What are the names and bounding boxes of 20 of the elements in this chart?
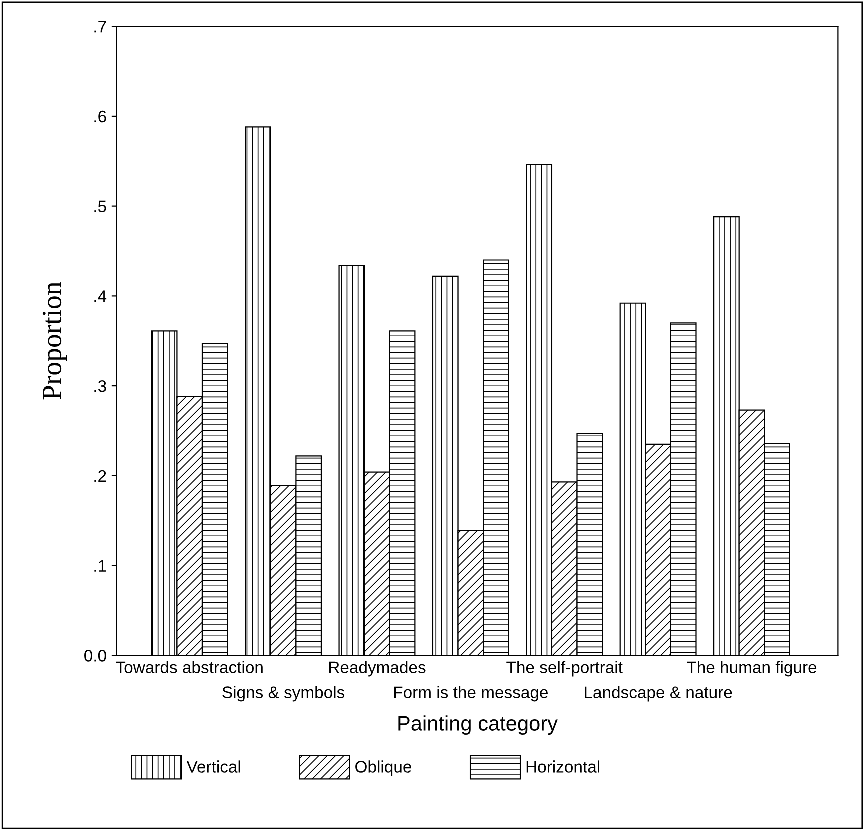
y-tick-label: .2 xyxy=(94,470,106,482)
x-tick-label: Form is the message xyxy=(394,686,548,702)
y-tick-label: 0.0 xyxy=(84,650,106,662)
legend-label: Vertical xyxy=(186,760,240,773)
legend-label: Horizontal xyxy=(526,760,600,773)
x-axis-title: Painting category xyxy=(398,716,558,736)
y-tick-label: .4 xyxy=(94,290,107,302)
x-tick-label: Signs & symbols xyxy=(222,686,345,702)
legend-label: Oblique xyxy=(356,760,412,776)
x-tick-label: The self-portrait xyxy=(506,661,623,677)
x-tick-label: The human figure xyxy=(687,661,817,677)
y-tick-label: .7 xyxy=(94,21,106,33)
y-tick-label: .1 xyxy=(94,560,106,572)
y-tick-label: .5 xyxy=(94,200,106,213)
x-tick-label: Towards abstraction xyxy=(116,661,263,674)
y-tick-label: .3 xyxy=(94,380,106,392)
y-tick-label: .6 xyxy=(94,110,106,123)
x-tick-label: Readymades xyxy=(330,661,426,677)
x-tick-label: Landscape & nature xyxy=(585,686,732,702)
y-axis-title: Proportion xyxy=(42,282,68,400)
